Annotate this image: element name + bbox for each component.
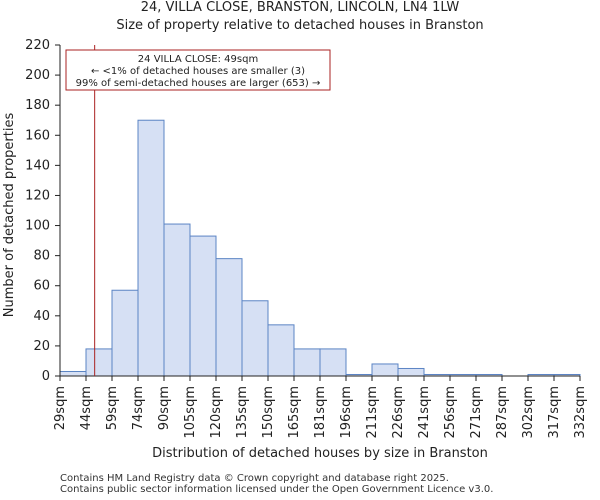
x-tick-label-256sqm: 256sqm [443, 386, 458, 439]
x-axis: 29sqm 44sqm 59sqm 74sqm 90sqm 105sqm 120sqm 135… [53, 375, 588, 439]
annotation-line-3: 99% of semi-detached houses are larger (… [76, 78, 321, 89]
y-tick-label-160: 160 [25, 128, 50, 143]
bar-44sqm [85, 348, 113, 377]
annotation-line-1: 24 VILLA CLOSE: 49sqm [138, 54, 258, 65]
chart-subtitle: Size of property relative to detached ho… [116, 18, 484, 33]
bar-135sqm [241, 300, 269, 377]
y-tick-label-40: 40 [33, 309, 50, 324]
y-tick-label-140: 140 [25, 158, 50, 173]
footer-line-2: Contains public sector information licen… [60, 484, 494, 495]
x-tick-label-302sqm: 302sqm [521, 386, 536, 439]
y-tick-label-80: 80 [33, 249, 50, 264]
y-axis-label: Number of detached properties [2, 113, 17, 318]
x-tick-label-181sqm: 181sqm [313, 386, 328, 439]
x-tick-label-241sqm: 241sqm [417, 386, 432, 439]
annotation-rect [65, 49, 331, 91]
annotation-box: 24 VILLA CLOSE: 49sqm ← <1% of detached … [65, 49, 331, 91]
x-tick-label-105sqm: 105sqm [183, 386, 198, 439]
x-tick-label-332sqm: 332sqm [573, 386, 588, 439]
x-tick-label-90sqm: 90sqm [157, 386, 172, 430]
annotation-line-2: ← <1% of detached houses are smaller (3) [91, 66, 305, 77]
x-tick-label-120sqm: 120sqm [209, 386, 224, 439]
x-tick-label-29sqm: 29sqm [53, 386, 68, 430]
y-tick-label-100: 100 [25, 219, 50, 234]
x-tick-label-271sqm: 271sqm [469, 386, 484, 439]
y-tick-label-20: 20 [33, 339, 50, 354]
y-axis: 0 20 40 60 80 100 120 140 160 180 200 220 [25, 38, 61, 384]
x-tick-label-135sqm: 135sqm [235, 386, 250, 439]
bar-150sqm [267, 324, 295, 377]
y-tick-label-60: 60 [33, 279, 50, 294]
bar-59sqm [111, 289, 139, 377]
bar-165sqm [293, 348, 321, 377]
y-tick-label-200: 200 [25, 68, 50, 83]
x-tick-label-196sqm: 196sqm [339, 386, 354, 439]
bar-181sqm [319, 348, 347, 377]
x-tick-label-211sqm: 211sqm [365, 386, 380, 439]
x-tick-label-150sqm: 150sqm [261, 386, 276, 439]
bar-226sqm [397, 367, 425, 377]
bar-74sqm [137, 119, 165, 377]
bar-211sqm [371, 363, 399, 377]
chart-title: 24, VILLA CLOSE, BRANSTON, LINCOLN, LN4 … [140, 0, 460, 15]
x-tick-label-74sqm: 74sqm [131, 386, 146, 430]
bar-90sqm [163, 223, 191, 377]
x-tick-label-317sqm: 317sqm [547, 386, 562, 439]
bar-120sqm [215, 258, 243, 377]
y-tick-label-0: 0 [42, 369, 50, 384]
x-tick-label-165sqm: 165sqm [287, 386, 302, 439]
y-tick-label-120: 120 [25, 188, 50, 203]
x-tick-label-226sqm: 226sqm [391, 386, 406, 439]
bars-group [59, 119, 581, 377]
x-axis-label: Distribution of detached houses by size … [152, 446, 488, 461]
x-tick-label-44sqm: 44sqm [79, 386, 94, 430]
bar-29sqm [59, 370, 87, 377]
y-tick-label-180: 180 [25, 98, 50, 113]
x-tick-label-59sqm: 59sqm [105, 386, 120, 430]
x-tick-label-287sqm: 287sqm [495, 386, 510, 439]
footer-line-1: Contains HM Land Registry data © Crown c… [60, 473, 449, 484]
y-tick-label-220: 220 [25, 38, 50, 53]
bar-105sqm [189, 235, 217, 377]
